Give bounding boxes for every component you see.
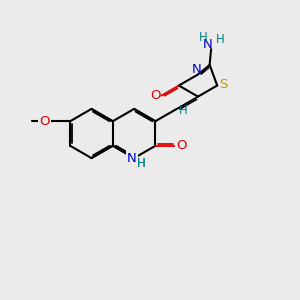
Text: N: N — [127, 152, 136, 165]
Text: O: O — [39, 115, 50, 128]
Text: H: H — [137, 157, 146, 170]
Text: H: H — [199, 32, 208, 44]
Text: H: H — [216, 33, 224, 46]
Text: H: H — [137, 157, 146, 170]
Text: N: N — [202, 38, 212, 51]
Text: O: O — [151, 89, 161, 102]
Text: O: O — [176, 139, 186, 152]
Text: S: S — [220, 77, 228, 91]
Text: O: O — [176, 139, 187, 152]
Text: N: N — [127, 152, 136, 165]
Text: H: H — [179, 104, 188, 117]
Text: N: N — [192, 64, 201, 76]
Text: O: O — [39, 115, 50, 128]
